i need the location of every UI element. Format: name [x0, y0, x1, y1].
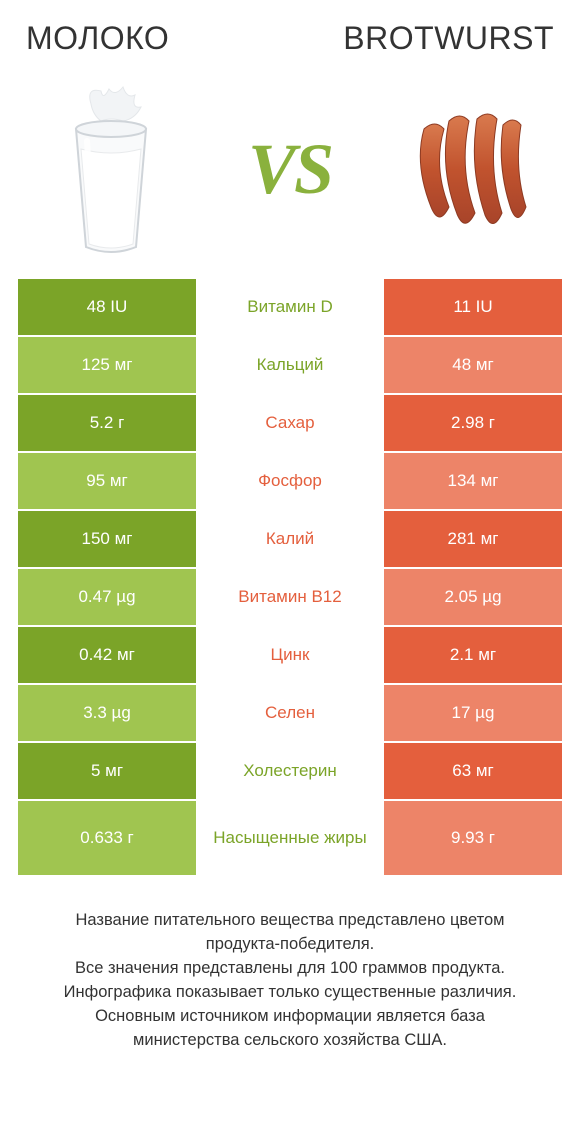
table-row: 48 IUВитамин D11 IU	[18, 279, 562, 335]
table-row: 5 мгХолестерин63 мг	[18, 743, 562, 799]
value-left: 0.47 µg	[18, 569, 196, 625]
footer-note: Название питательного вещества представл…	[18, 875, 562, 1053]
value-right: 281 мг	[384, 511, 562, 567]
table-row: 95 мгФосфор134 мг	[18, 453, 562, 509]
footer-line: Инфографика показывает только существенн…	[40, 981, 540, 1005]
product-title-right: Brotwurst	[343, 20, 554, 57]
footer-line: Основным источником информации является …	[40, 1005, 540, 1053]
value-right: 9.93 г	[384, 801, 562, 875]
nutrient-label: Насыщенные жиры	[198, 801, 382, 875]
value-right: 2.1 мг	[384, 627, 562, 683]
value-left: 150 мг	[18, 511, 196, 567]
nutrient-label: Витамин D	[198, 279, 382, 335]
nutrient-label: Фосфор	[198, 453, 382, 509]
table-row: 150 мгКалий281 мг	[18, 511, 562, 567]
value-right: 17 µg	[384, 685, 562, 741]
table-row: 125 мгКальций48 мг	[18, 337, 562, 393]
value-left: 48 IU	[18, 279, 196, 335]
table-row: 0.633 гНасыщенные жиры9.93 г	[18, 801, 562, 875]
nutrient-label: Калий	[198, 511, 382, 567]
value-left: 0.42 мг	[18, 627, 196, 683]
nutrient-label: Холестерин	[198, 743, 382, 799]
value-left: 95 мг	[18, 453, 196, 509]
milk-image	[26, 84, 196, 254]
nutrient-label: Сахар	[198, 395, 382, 451]
value-right: 48 мг	[384, 337, 562, 393]
table-row: 0.47 µgВитамин B122.05 µg	[18, 569, 562, 625]
value-right: 63 мг	[384, 743, 562, 799]
value-left: 3.3 µg	[18, 685, 196, 741]
nutrient-label: Витамин B12	[198, 569, 382, 625]
value-left: 0.633 г	[18, 801, 196, 875]
nutrient-label: Кальций	[198, 337, 382, 393]
brotwurst-image	[384, 84, 554, 254]
table-row: 3.3 µgСелен17 µg	[18, 685, 562, 741]
nutrient-label: Цинк	[198, 627, 382, 683]
value-right: 2.05 µg	[384, 569, 562, 625]
comparison-table: 48 IUВитамин D11 IU125 мгКальций48 мг5.2…	[18, 279, 562, 875]
value-right: 134 мг	[384, 453, 562, 509]
value-right: 2.98 г	[384, 395, 562, 451]
value-left: 5 мг	[18, 743, 196, 799]
value-left: 5.2 г	[18, 395, 196, 451]
footer-line: Все значения представлены для 100 граммо…	[40, 957, 540, 981]
table-row: 0.42 мгЦинк2.1 мг	[18, 627, 562, 683]
value-left: 125 мг	[18, 337, 196, 393]
table-row: 5.2 гСахар2.98 г	[18, 395, 562, 451]
product-title-left: молоко	[26, 20, 169, 57]
value-right: 11 IU	[384, 279, 562, 335]
footer-line: Название питательного вещества представл…	[40, 909, 540, 957]
vs-row: VS	[18, 69, 562, 279]
nutrient-label: Селен	[198, 685, 382, 741]
vs-label: VS	[248, 128, 332, 211]
header: молоко Brotwurst	[18, 20, 562, 69]
